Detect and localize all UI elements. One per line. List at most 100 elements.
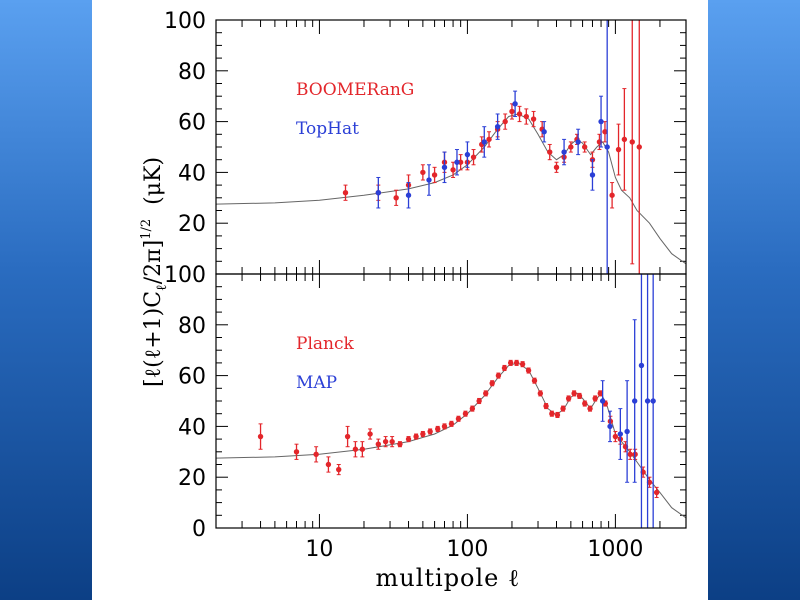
data-point xyxy=(598,118,604,125)
legend-boomerang: BOOMERanG xyxy=(296,80,414,100)
data-point xyxy=(426,177,432,183)
data-point xyxy=(512,101,518,107)
data-point xyxy=(359,446,366,452)
data-point xyxy=(420,169,426,176)
data-point xyxy=(543,403,549,409)
data-point xyxy=(644,398,651,404)
data-point xyxy=(489,380,495,386)
top-plot-area xyxy=(216,20,686,274)
data-point xyxy=(413,433,419,440)
data-point xyxy=(627,451,633,458)
data-point xyxy=(617,431,624,437)
data-point xyxy=(486,136,492,143)
data-point xyxy=(636,144,642,150)
x-tick-label: 100 xyxy=(446,537,488,562)
bottom-series-map xyxy=(599,274,656,528)
x-axis-label: multipole ℓ xyxy=(375,564,520,592)
data-point xyxy=(609,192,615,198)
data-point xyxy=(450,167,456,173)
data-point xyxy=(581,144,588,150)
data-point xyxy=(397,441,403,447)
data-point xyxy=(441,164,448,171)
data-point xyxy=(638,362,645,369)
data-point xyxy=(537,390,544,397)
data-point xyxy=(375,190,382,196)
data-point xyxy=(561,149,567,155)
bottom-panel: 0 20 40 60 80 100 10 100 1000 Planck MAP xyxy=(164,263,687,562)
data-point xyxy=(293,449,300,455)
data-point xyxy=(455,416,462,422)
data-point xyxy=(336,466,342,473)
data-point xyxy=(547,149,553,155)
data-point xyxy=(464,151,471,158)
legend-planck: Planck xyxy=(296,334,354,354)
data-point xyxy=(342,190,349,196)
y-axis-label-exponent: 1/2 xyxy=(139,219,154,240)
y-tick-label: 80 xyxy=(178,60,206,85)
data-point xyxy=(462,411,469,417)
data-point xyxy=(597,390,603,397)
data-point xyxy=(554,412,561,418)
x-tick-label: 10 xyxy=(305,537,333,562)
data-point xyxy=(502,118,508,125)
data-point xyxy=(553,164,560,171)
data-point xyxy=(589,172,596,178)
data-point xyxy=(624,428,630,435)
x-tick-label: 1000 xyxy=(587,537,643,562)
y-tick-label: 60 xyxy=(178,111,206,136)
top-series-tophat xyxy=(375,20,610,274)
data-point xyxy=(382,438,389,445)
top-series-boomerang xyxy=(342,20,642,274)
data-point xyxy=(495,372,502,379)
data-point xyxy=(523,113,530,120)
y-tick-label: 20 xyxy=(178,466,206,491)
data-point xyxy=(565,395,572,402)
data-point xyxy=(375,441,382,447)
y-axis-label-tail: /2π] xyxy=(141,240,166,284)
data-point xyxy=(582,400,588,407)
y-axis-label-main: [ℓ(ℓ+1)C xyxy=(141,291,166,387)
bottom-series-planck xyxy=(257,359,660,499)
data-point xyxy=(516,111,523,117)
data-point xyxy=(575,139,581,145)
data-point xyxy=(441,423,448,430)
y-axis-label-subscript: ℓ xyxy=(154,284,170,291)
data-point xyxy=(405,192,412,198)
data-point xyxy=(367,431,373,437)
data-point xyxy=(568,144,574,150)
data-point xyxy=(352,446,359,452)
data-point xyxy=(653,489,660,496)
y-tick-label: 40 xyxy=(178,415,206,440)
data-point xyxy=(469,405,476,412)
data-point xyxy=(509,108,515,115)
legend-map: MAP xyxy=(296,373,337,393)
y-axis-label: [ℓ(ℓ+1)Cℓ/2π]1/2 (μK) xyxy=(139,157,170,387)
y-tick-label: 40 xyxy=(178,161,206,186)
data-point xyxy=(435,426,441,432)
y-axis-label-unit: (μK) xyxy=(141,157,166,205)
data-point xyxy=(525,367,532,374)
data-point xyxy=(427,428,433,435)
data-point xyxy=(313,451,319,458)
legend-tophat: TopHat xyxy=(296,119,359,139)
data-point xyxy=(621,136,628,143)
data-point xyxy=(483,390,489,397)
data-point xyxy=(257,433,264,440)
right-gradient-band xyxy=(708,0,800,600)
data-point xyxy=(476,398,482,404)
chart-panels: 20 40 60 80 100 BOOMERanG TopHat 0 20 40 60 80 100 10… xyxy=(164,9,687,562)
y-tick-label: 60 xyxy=(178,365,206,390)
data-point xyxy=(631,398,638,404)
data-point xyxy=(344,433,351,440)
data-point xyxy=(549,411,555,417)
y-tick-label: 100 xyxy=(164,263,206,288)
data-point xyxy=(481,139,487,145)
data-point xyxy=(470,154,477,160)
data-point xyxy=(507,360,514,366)
data-point xyxy=(531,377,538,384)
data-point xyxy=(587,405,593,412)
data-point xyxy=(519,361,526,367)
data-point xyxy=(431,172,438,178)
data-point xyxy=(513,360,520,366)
